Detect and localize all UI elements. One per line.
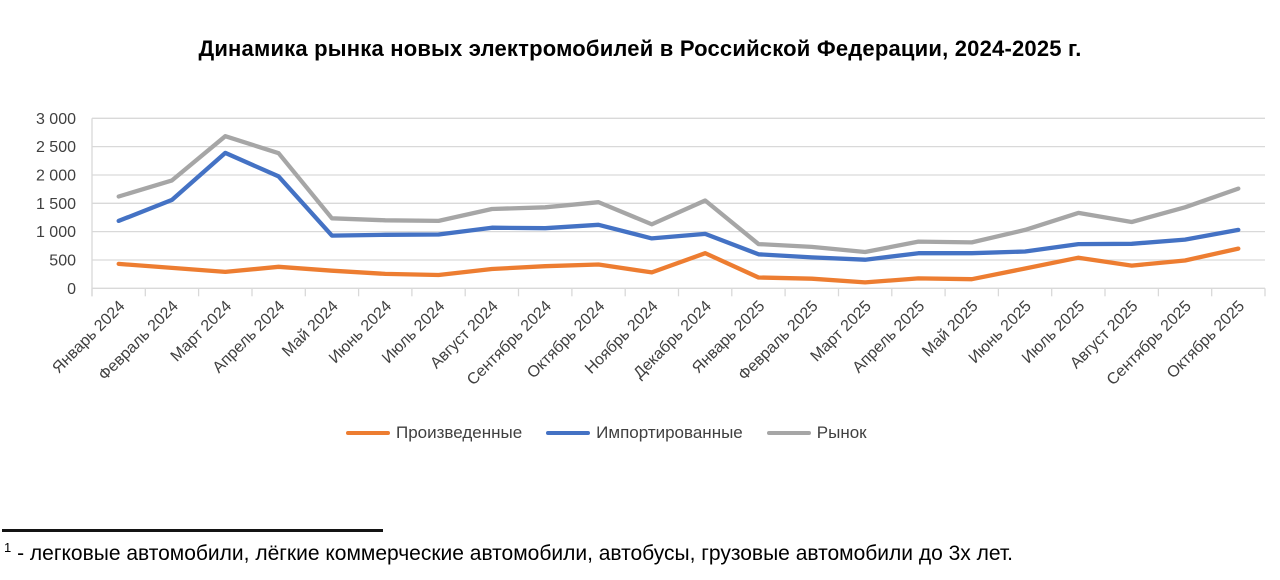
footnote-marker: 1 [4,540,12,555]
y-axis-labels: 0 500 1 000 1 500 2 000 2 500 3 000 [36,111,76,298]
legend-item-market: Рынок [766,423,867,443]
legend-label-market: Рынок [816,423,867,442]
legend-item-produced: Произведенные [346,423,522,443]
y-tick-label: 1 000 [36,224,76,241]
footnote-text: - легковые автомобили, лёгкие коммерческ… [11,542,1013,565]
series-line-Произведенные [116,246,1241,285]
y-tick-label: 2 500 [36,139,76,156]
gridlines [91,117,1265,297]
footnote-separator-line [2,529,383,532]
footnote: 1 - легковые автомобили, лёгкие коммерче… [4,540,1013,566]
chart-title: Динамика рынка новых электромобилей в Ро… [198,36,1082,61]
legend-swatch-imported-icon [546,430,591,436]
y-tick-label: 2 000 [36,168,76,185]
legend-swatch-produced-icon [346,430,390,436]
series-line-Импортированные [116,150,1241,262]
legend-swatch-market-icon [766,430,811,436]
legend-label-imported: Импортированные [596,423,743,442]
chart-legend: Произведенные Импортированные Рынок [346,423,867,443]
y-tick-label: 500 [49,253,76,270]
series-line-Рынок [116,134,1241,255]
y-tick-label: 0 [67,281,76,298]
legend-label-produced: Произведенные [396,423,523,442]
y-tick-label: 1 500 [36,196,76,213]
legend-item-imported: Импортированные [546,423,743,443]
y-tick-label: 3 000 [36,111,76,128]
x-axis-ticks [91,288,1266,297]
